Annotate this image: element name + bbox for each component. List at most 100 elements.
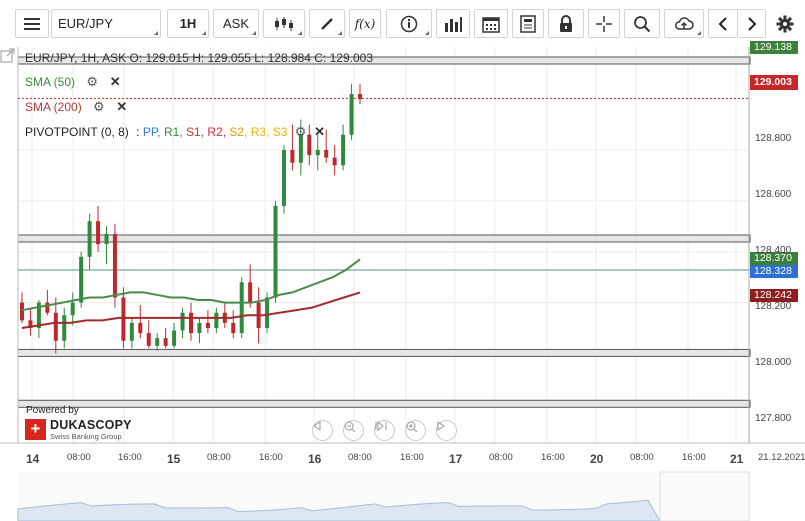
zoom-out-button[interactable]	[343, 420, 364, 441]
sma50-legend: SMA (50) ⚙ ✕	[25, 74, 122, 90]
candle-body	[180, 312, 185, 331]
pivot-item: R3,	[247, 125, 270, 139]
zoom-button[interactable]	[624, 9, 660, 38]
cloud-icon	[675, 16, 694, 30]
price-chart[interactable]: EUR/JPY, 1H, ASK O: 129.015 H: 129.055 L…	[0, 41, 805, 521]
candle-body	[205, 322, 210, 328]
chart-type-button[interactable]	[263, 9, 305, 38]
triangle-left-icon	[313, 421, 321, 431]
dropdown-caret-icon	[697, 31, 701, 35]
candle-body	[62, 315, 67, 341]
zoom-in-button[interactable]	[405, 420, 426, 441]
symbol-select[interactable]: EUR/JPY	[51, 9, 161, 38]
info-button[interactable]	[386, 9, 432, 38]
navigator-area	[17, 499, 661, 521]
sma200-remove-icon[interactable]: ✕	[116, 99, 128, 114]
menu-button[interactable]	[15, 9, 49, 38]
symbol-value: EUR/JPY	[58, 16, 113, 31]
y-tick-label: 128.800	[755, 133, 792, 144]
candle-body	[172, 330, 177, 346]
scroll-right-button[interactable]	[738, 9, 766, 38]
candle-body	[239, 282, 244, 334]
calendar-icon	[482, 16, 500, 33]
scroll-back-button[interactable]	[312, 420, 333, 441]
x-tick-label: 16	[308, 452, 322, 466]
document-icon	[520, 14, 536, 33]
pivot-item: S3	[269, 125, 288, 139]
x-tick-label: 14	[26, 452, 40, 466]
candle-body	[70, 302, 75, 316]
candle-body	[324, 150, 329, 158]
candle-body	[273, 205, 278, 298]
expand-icon[interactable]	[0, 47, 16, 63]
pivot-price-tag: 128.328	[750, 265, 798, 278]
cloud-button[interactable]	[664, 9, 704, 38]
x-tick-label: 08:00	[630, 452, 654, 463]
lock-icon	[560, 14, 572, 32]
candle-body	[96, 221, 101, 245]
pivot-settings-icon[interactable]: ⚙	[294, 124, 307, 139]
crosshair-icon	[596, 15, 612, 32]
sma50-remove-icon[interactable]: ✕	[109, 74, 121, 89]
x-tick-label: 16:00	[682, 452, 706, 463]
sma50-price-tag: 128.370	[750, 252, 798, 265]
gear-icon	[776, 15, 794, 32]
pivot-remove-icon[interactable]: ✕	[314, 124, 326, 139]
x-tick-label: 08:00	[348, 452, 372, 463]
dropdown-caret-icon	[338, 31, 342, 35]
navigator-window	[659, 471, 750, 521]
candle-body	[87, 221, 92, 257]
calendar-button[interactable]	[474, 9, 508, 38]
candle-body	[358, 94, 362, 100]
x-tick-label: 08:00	[489, 452, 513, 463]
chevron-left-icon	[718, 16, 727, 31]
pivot-legend: PIVOTPOINT (0, 8) : PP, R1, S1, R2, S2, …	[25, 124, 326, 140]
sma50-settings-icon[interactable]: ⚙	[86, 74, 99, 89]
dukascopy-logo: + DUKASCOPY Swiss Banking Group	[25, 419, 132, 441]
toolbar: EUR/JPY 1H ASK f(x)	[0, 0, 805, 47]
x-tick-label: 15	[167, 452, 181, 466]
pivot-level-band	[17, 399, 751, 408]
template-button[interactable]	[512, 9, 544, 38]
dropdown-caret-icon	[252, 31, 256, 35]
pivot-level-band	[17, 234, 751, 243]
ohlc-legend: EUR/JPY, 1H, ASK O: 129.015 H: 129.055 L…	[25, 51, 374, 65]
x-tick-label: 08:00	[207, 452, 231, 463]
candle-body	[53, 312, 58, 341]
candle-body	[121, 297, 126, 341]
timeframe-select[interactable]: 1H	[167, 9, 209, 38]
sma200-settings-icon[interactable]: ⚙	[93, 99, 105, 114]
scroll-forward-button[interactable]	[436, 420, 457, 441]
pivot-item: PP,	[142, 125, 161, 139]
scroll-left-button[interactable]	[708, 9, 738, 38]
lock-button[interactable]	[548, 9, 584, 38]
draw-tool-button[interactable]	[309, 9, 345, 38]
indicators-button[interactable]: f(x)	[349, 9, 381, 38]
reset-button[interactable]	[374, 420, 395, 441]
y-tick-label: 128.600	[755, 189, 792, 200]
crosshair-button[interactable]	[588, 9, 620, 38]
dropdown-caret-icon	[425, 31, 429, 35]
candle-body	[307, 134, 312, 156]
volume-button[interactable]	[436, 9, 470, 38]
magnifier-icon	[634, 15, 651, 32]
candles-icon	[275, 16, 293, 31]
pivot-item: R1,	[160, 125, 183, 139]
info-icon	[400, 15, 418, 32]
candle-body	[28, 320, 33, 328]
side-select[interactable]: ASK	[213, 9, 259, 38]
chart-canvas[interactable]	[0, 47, 805, 521]
y-tick-label: 127.800	[755, 413, 792, 424]
zoom-out-icon	[344, 421, 356, 433]
candle-body	[104, 233, 109, 245]
candle-body	[248, 282, 253, 303]
side-value: ASK	[222, 16, 249, 31]
triangle-right-icon	[437, 421, 445, 431]
pivot-level-band	[17, 348, 751, 357]
zoom-in-icon	[406, 421, 418, 433]
dropdown-caret-icon	[154, 31, 158, 35]
settings-button[interactable]	[770, 9, 800, 38]
brand-name: DUKASCOPY	[50, 418, 132, 432]
candle-body	[231, 322, 236, 334]
candle-body	[129, 322, 134, 341]
